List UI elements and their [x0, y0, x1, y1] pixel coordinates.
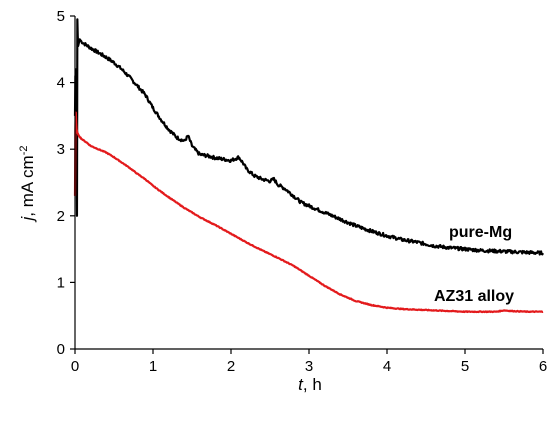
series-line-az31-alloy — [73, 111, 544, 314]
x-tick-label: 2 — [227, 358, 235, 375]
x-tick-label: 5 — [461, 358, 469, 375]
y-tick-label: 5 — [57, 8, 65, 25]
y-axis-title: j, mA cm-2 — [18, 146, 37, 223]
x-tick-label: 3 — [305, 358, 313, 375]
series-layer — [73, 18, 544, 314]
x-tick-label: 6 — [539, 358, 547, 375]
series-line-pure-mg — [73, 18, 544, 256]
x-tick-label: 4 — [383, 358, 391, 375]
series-label-pure-mg: pure-Mg — [449, 224, 512, 241]
x-tick-label: 0 — [71, 358, 79, 375]
y-tick-label: 4 — [57, 75, 65, 92]
y-tick-label: 2 — [57, 208, 65, 225]
y-tick-label: 3 — [57, 141, 65, 158]
series-label-az31: AZ31 alloy — [434, 288, 514, 305]
y-tick-label: 1 — [57, 274, 65, 291]
ticks-layer: 0 1 2 3 4 5 0 1 2 3 4 5 6 — [57, 8, 547, 375]
y-tick-label: 0 — [57, 341, 65, 358]
x-axis-title: t, h — [298, 375, 322, 394]
x-tick-label: 1 — [149, 358, 157, 375]
